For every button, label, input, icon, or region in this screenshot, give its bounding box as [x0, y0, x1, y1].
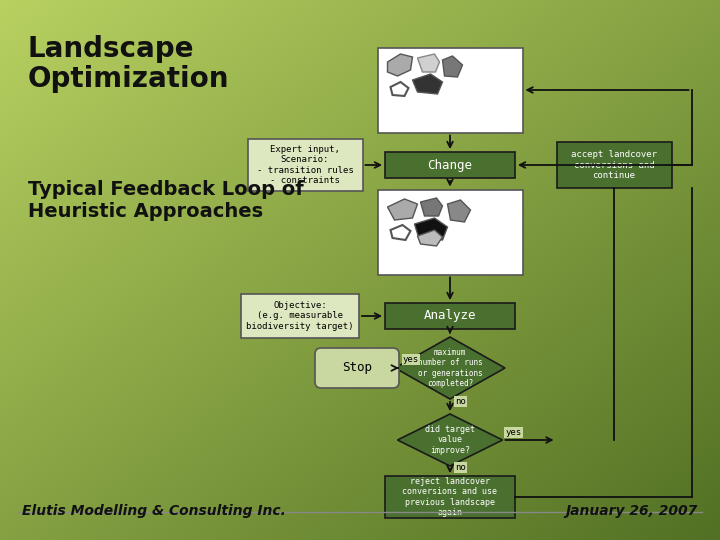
Text: January 26, 2007: January 26, 2007 [566, 504, 698, 518]
Text: yes: yes [505, 428, 521, 437]
FancyBboxPatch shape [241, 294, 359, 338]
Text: Elutis Modelling & Consulting Inc.: Elutis Modelling & Consulting Inc. [22, 504, 286, 518]
Text: yes: yes [403, 355, 419, 364]
Text: no: no [455, 397, 466, 406]
FancyBboxPatch shape [385, 152, 515, 178]
Text: Objective:
(e.g. measurable
biodiversity target): Objective: (e.g. measurable biodiversity… [246, 301, 354, 331]
Text: did target
value
improve?: did target value improve? [425, 425, 475, 455]
FancyBboxPatch shape [377, 48, 523, 132]
Polygon shape [387, 54, 413, 76]
FancyBboxPatch shape [315, 348, 399, 388]
Polygon shape [418, 54, 439, 72]
Polygon shape [443, 56, 462, 77]
Text: Change: Change [428, 159, 472, 172]
Text: accept landcover
conversions and
continue: accept landcover conversions and continu… [571, 150, 657, 180]
Polygon shape [387, 199, 418, 220]
FancyBboxPatch shape [557, 142, 672, 188]
Text: reject landcover
conversions and use
previous landscape
again: reject landcover conversions and use pre… [402, 477, 498, 517]
Text: maximum
number of runs
or generations
completed?: maximum number of runs or generations co… [418, 348, 482, 388]
Text: Analyze: Analyze [424, 309, 476, 322]
FancyBboxPatch shape [248, 139, 362, 191]
Text: Landscape
Optimization: Landscape Optimization [28, 35, 230, 93]
Polygon shape [415, 218, 448, 240]
Polygon shape [395, 337, 505, 399]
Text: Expert input,
Scenario:
- transition rules
- constraints: Expert input, Scenario: - transition rul… [256, 145, 354, 185]
FancyBboxPatch shape [385, 303, 515, 329]
FancyBboxPatch shape [377, 190, 523, 274]
Text: Typical Feedback Loop of
Heuristic Approaches: Typical Feedback Loop of Heuristic Appro… [28, 180, 304, 221]
Polygon shape [413, 74, 443, 94]
Polygon shape [420, 198, 443, 216]
Text: no: no [455, 463, 466, 472]
Polygon shape [448, 200, 470, 222]
Text: Stop: Stop [342, 361, 372, 375]
Polygon shape [397, 414, 503, 466]
Polygon shape [418, 230, 443, 246]
FancyBboxPatch shape [385, 476, 515, 518]
